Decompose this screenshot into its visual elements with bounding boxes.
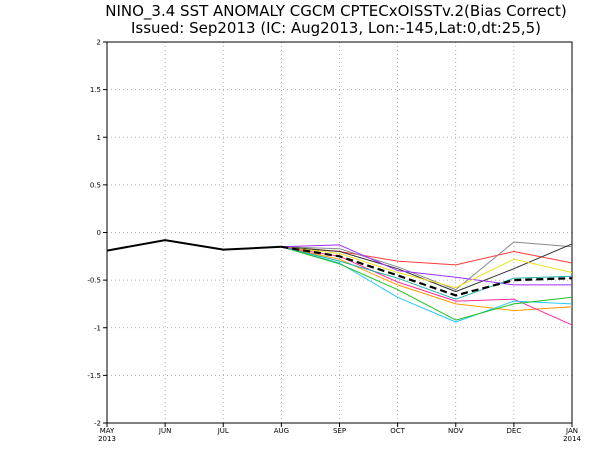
y-tick-label: 1 <box>97 134 101 142</box>
y-tick-label: 0.5 <box>90 181 101 189</box>
series-line-member-2 <box>281 241 573 291</box>
x-tick-label: JUL <box>217 427 229 435</box>
series-line-member-6 <box>281 246 573 312</box>
x-year-label: 2014 <box>563 435 581 443</box>
x-tick-label: OCT <box>390 427 405 435</box>
x-tick-label: SEP <box>333 427 346 435</box>
x-tick-label: DEC <box>507 427 522 435</box>
x-tick-label: NOV <box>448 427 464 435</box>
observed-line <box>106 239 282 252</box>
x-tick-label: JUN <box>158 427 171 435</box>
y-tick-label: 2 <box>97 39 101 47</box>
y-tick-label: -0.5 <box>87 277 101 285</box>
y-tick-label: 0 <box>97 229 101 237</box>
ensemble-mean-line <box>281 245 573 297</box>
series-line-member-9 <box>281 246 573 321</box>
series-line-member-4 <box>281 244 572 286</box>
x-tick-label: AUG <box>274 427 289 435</box>
series-lines <box>106 239 573 326</box>
y-tick-label: 1.5 <box>90 86 101 94</box>
x-tick-label: MAY <box>100 427 115 435</box>
grid <box>107 42 572 423</box>
chart-title: NINO_3.4 SST ANOMALY CGCM CPTECxOISSTv.2… <box>105 2 567 21</box>
series-line-member-5 <box>281 246 573 289</box>
y-tick-label: -2 <box>94 420 101 428</box>
series-line-member-8 <box>281 246 573 323</box>
y-tick-label: -1 <box>94 324 101 332</box>
x-year-label: 2013 <box>98 435 116 443</box>
x-tick-label: JAN <box>565 427 578 435</box>
series-line-member-10 <box>281 246 573 300</box>
y-tick-label: -1.5 <box>87 372 101 380</box>
chart-subtitle: Issued: Sep2013 (IC: Aug2013, Lon:-145,L… <box>131 19 541 37</box>
